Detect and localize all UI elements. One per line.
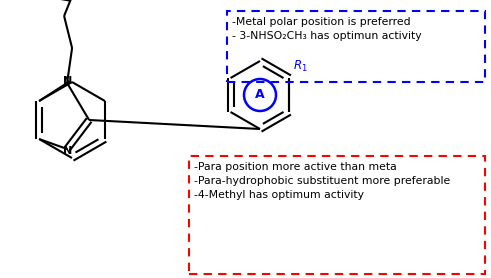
Text: N: N — [63, 76, 73, 86]
Text: -4-Methyl has optimum activity: -4-Methyl has optimum activity — [194, 190, 364, 200]
Text: - 3-NHSO₂CH₃ has optimun activity: - 3-NHSO₂CH₃ has optimun activity — [232, 31, 421, 41]
Text: -Metal polar position is preferred: -Metal polar position is preferred — [232, 17, 410, 27]
Text: A: A — [255, 88, 265, 101]
Text: $R_1$: $R_1$ — [294, 59, 308, 74]
Text: -Para-hydrophobic substituent more preferable: -Para-hydrophobic substituent more prefe… — [194, 176, 450, 186]
Text: N: N — [63, 146, 73, 156]
Bar — [189, 156, 485, 274]
Text: -Para position more active than meta: -Para position more active than meta — [194, 162, 397, 172]
Bar — [227, 11, 485, 82]
